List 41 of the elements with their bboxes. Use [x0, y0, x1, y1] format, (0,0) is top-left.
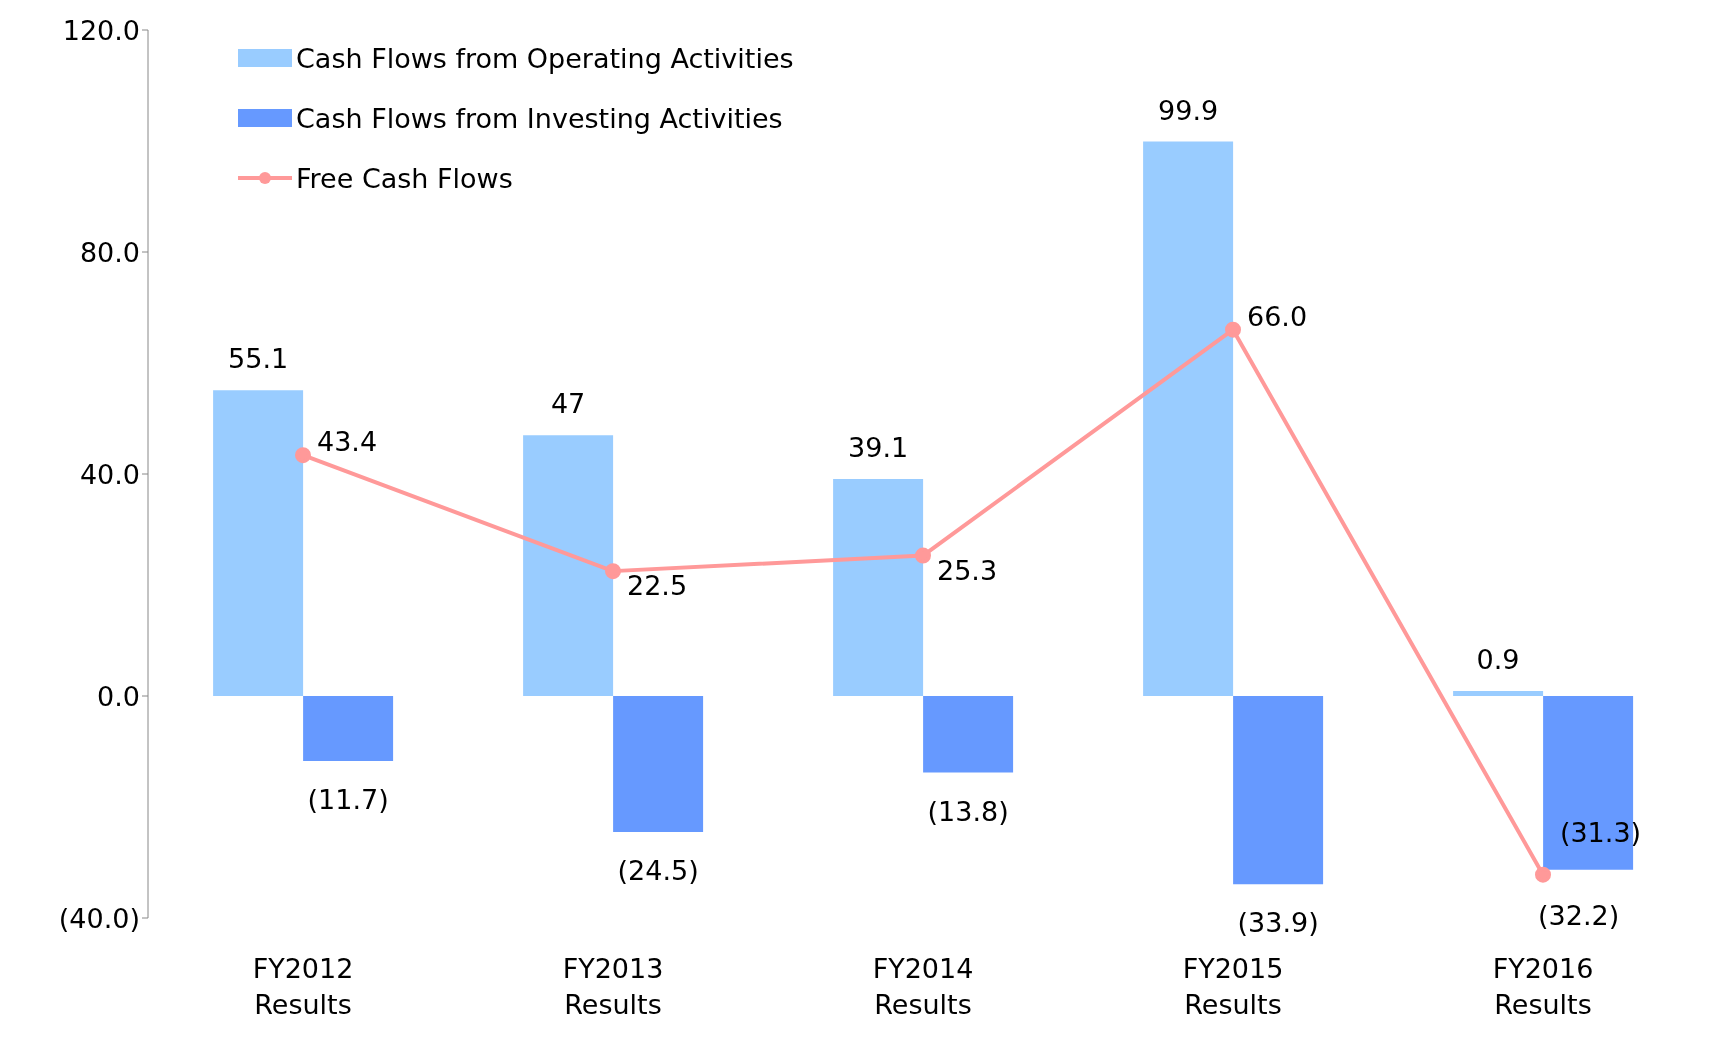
y-tick-label: 80.0 — [79, 236, 140, 268]
y-tick-label: 120.0 — [62, 14, 140, 46]
bar — [1233, 696, 1324, 885]
x-tick-label: FY2013 Results — [562, 953, 664, 1020]
data-label: (13.8) — [927, 795, 1009, 827]
legend-label: Cash Flows from Operating Activities — [296, 42, 794, 74]
bar — [523, 435, 614, 696]
data-label: (32.2) — [1538, 899, 1620, 931]
y-tick-label: 0.0 — [97, 680, 140, 712]
data-label: 47 — [550, 388, 586, 420]
bar — [1143, 141, 1234, 696]
y-tick-label: (40.0) — [58, 902, 140, 934]
bar — [303, 696, 394, 761]
data-label: 0.9 — [1476, 644, 1520, 676]
data-label: (33.9) — [1237, 907, 1319, 939]
data-label: (11.7) — [307, 783, 389, 815]
data-label: 66.0 — [1247, 300, 1308, 332]
x-tick-label: FY2014 Results — [872, 953, 974, 1020]
bar — [923, 696, 1014, 773]
legend-label: Cash Flows from Investing Activities — [296, 102, 783, 134]
bar — [213, 390, 304, 696]
x-tick-label: FY2012 Results — [252, 953, 354, 1020]
data-label: 43.4 — [317, 426, 378, 458]
bar — [833, 479, 924, 696]
data-label: (24.5) — [617, 854, 699, 886]
data-label: 55.1 — [228, 343, 289, 375]
legend-label: Free Cash Flows — [296, 162, 513, 194]
point — [1225, 321, 1241, 338]
x-tick-label: FY2016 Results — [1492, 953, 1594, 1020]
y-tick-label: 40.0 — [79, 458, 140, 490]
x-tick-label: FY2015 Results — [1182, 953, 1284, 1020]
data-label: 99.9 — [1158, 94, 1219, 126]
data-label: 22.5 — [627, 570, 688, 602]
point — [295, 447, 311, 464]
bar — [613, 696, 704, 832]
point — [1535, 866, 1551, 883]
point — [915, 547, 931, 564]
point — [605, 563, 621, 580]
bar — [1453, 691, 1544, 696]
data-label: 25.3 — [937, 554, 998, 586]
data-label: 39.1 — [848, 431, 909, 463]
